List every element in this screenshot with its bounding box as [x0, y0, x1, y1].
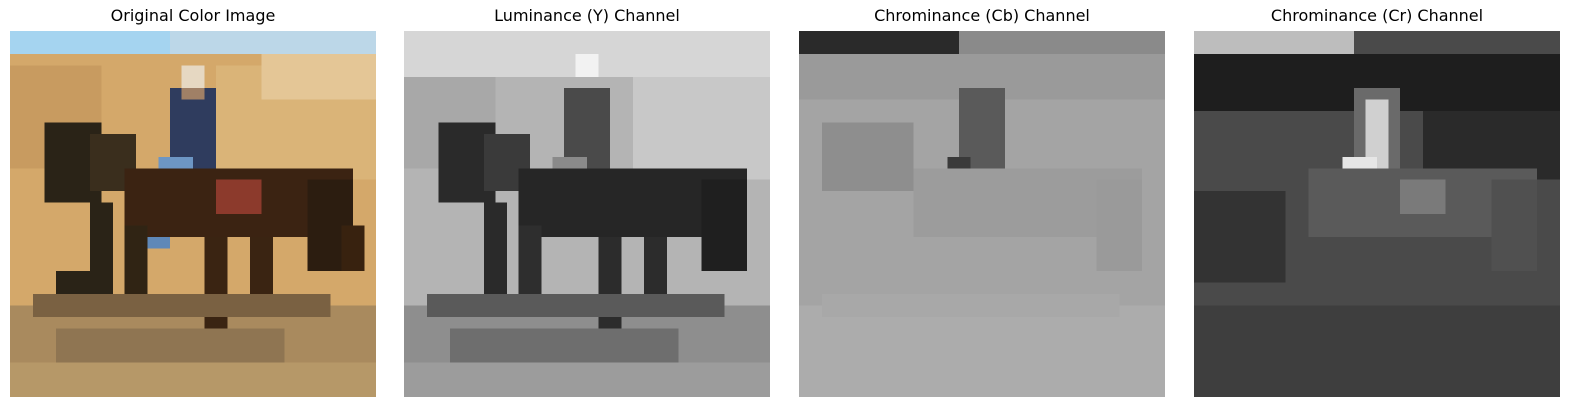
cr-channel-image: [1194, 31, 1560, 397]
panel-cb: Chrominance (Cb) Channel: [799, 0, 1165, 409]
luminance-channel-image: [404, 31, 770, 397]
panel-title: Chrominance (Cb) Channel: [874, 6, 1090, 25]
panel-cr: Chrominance (Cr) Channel: [1194, 0, 1560, 409]
panel-title: Original Color Image: [110, 6, 276, 25]
original-color-image: [10, 31, 376, 397]
panel-title: Luminance (Y) Channel: [494, 6, 680, 25]
cb-channel-image: [799, 31, 1165, 397]
panel-original: Original Color Image: [10, 0, 376, 409]
panel-title: Chrominance (Cr) Channel: [1270, 6, 1484, 25]
panel-luminance: Luminance (Y) Channel: [404, 0, 770, 409]
